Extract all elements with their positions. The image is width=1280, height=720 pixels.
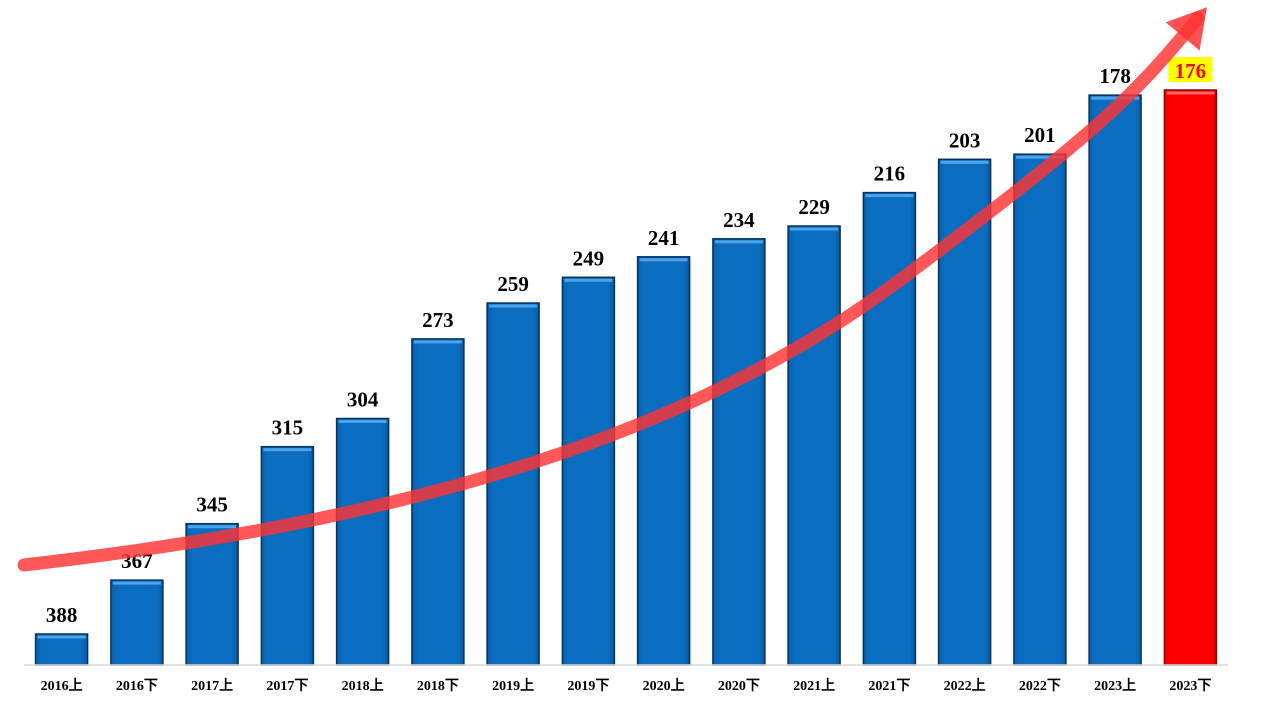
bar-2016上 <box>34 633 89 666</box>
value-label-2022下: 201 <box>1024 123 1056 147</box>
bar-2020上 <box>636 256 691 666</box>
bar-2023下 <box>1163 89 1218 666</box>
bar-bevel <box>338 420 387 423</box>
x-tick-2019上: 2019上 <box>492 678 534 694</box>
bar-2018下 <box>411 338 465 666</box>
bar-bevel <box>263 448 312 452</box>
bar-2020下 <box>712 238 766 666</box>
bar-2022下 <box>1013 153 1067 666</box>
bar-2021下 <box>862 191 917 666</box>
x-tick-2019下: 2019下 <box>567 678 609 694</box>
x-tick-2018下: 2018下 <box>417 678 459 694</box>
bar-2017下 <box>260 445 315 666</box>
bar-bevel <box>1015 155 1064 159</box>
bar-bevel <box>37 635 86 639</box>
x-tick-2016下: 2016下 <box>116 678 158 694</box>
value-label-2022上: 203 <box>949 128 981 152</box>
bar-2023上 <box>1088 94 1142 666</box>
bar-2019上 <box>486 302 540 666</box>
trend-arrow <box>17 7 1207 572</box>
value-label-2020下: 234 <box>723 208 755 232</box>
x-tick-2020下: 2020下 <box>718 678 760 694</box>
x-tick-2020上: 2020上 <box>643 678 685 694</box>
value-label-2021下: 216 <box>874 162 906 186</box>
bar-bevel <box>188 525 237 529</box>
highlight-label-background <box>1168 57 1213 82</box>
bar-bevel <box>639 258 688 262</box>
value-label-2019上: 259 <box>497 272 529 296</box>
bar-bevel <box>112 581 161 585</box>
x-tick-2018上: 2018上 <box>342 678 384 694</box>
x-tick-2017下: 2017下 <box>266 678 308 694</box>
bar-bevel <box>1091 96 1140 100</box>
bar-bevel <box>564 278 613 282</box>
x-tick-2021上: 2021上 <box>793 678 835 694</box>
bar-bevel <box>714 240 763 244</box>
value-label-2021上: 229 <box>798 195 830 219</box>
value-label-2018下: 273 <box>422 308 454 332</box>
value-label-2020上: 241 <box>648 226 680 250</box>
bar-2019下 <box>561 276 616 666</box>
bar-bevel <box>865 194 914 198</box>
value-label-2023下: 176 <box>1175 59 1207 83</box>
value-label-2017下: 315 <box>272 416 304 440</box>
value-label-2017上: 345 <box>196 493 228 517</box>
x-tick-2022上: 2022上 <box>944 678 986 694</box>
bar-2018上 <box>335 417 390 666</box>
bar-bevel <box>489 304 538 308</box>
value-label-2016上: 388 <box>46 603 78 627</box>
bar-bevel <box>1166 91 1215 95</box>
x-tick-2021下: 2021下 <box>868 678 910 694</box>
value-label-2018上: 304 <box>347 388 379 412</box>
value-label-2019下: 249 <box>573 246 605 270</box>
bar-2021上 <box>787 225 841 666</box>
bar-bevel <box>413 340 462 344</box>
x-tick-2016上: 2016上 <box>41 678 83 694</box>
bar-bevel <box>790 227 839 231</box>
bar-bevel <box>940 160 989 164</box>
x-tick-2023下: 2023下 <box>1169 678 1211 694</box>
x-tick-2023上: 2023上 <box>1094 678 1136 694</box>
bar-2016下 <box>110 579 164 666</box>
value-label-2023上: 178 <box>1099 64 1131 88</box>
x-axis-ticks-layer: 2016上 2016下 2017上 2017下 2018上 2018下 2019上 2019下… <box>41 678 1212 694</box>
x-tick-2017上: 2017上 <box>191 678 233 694</box>
x-tick-2022下: 2022下 <box>1019 678 1061 694</box>
